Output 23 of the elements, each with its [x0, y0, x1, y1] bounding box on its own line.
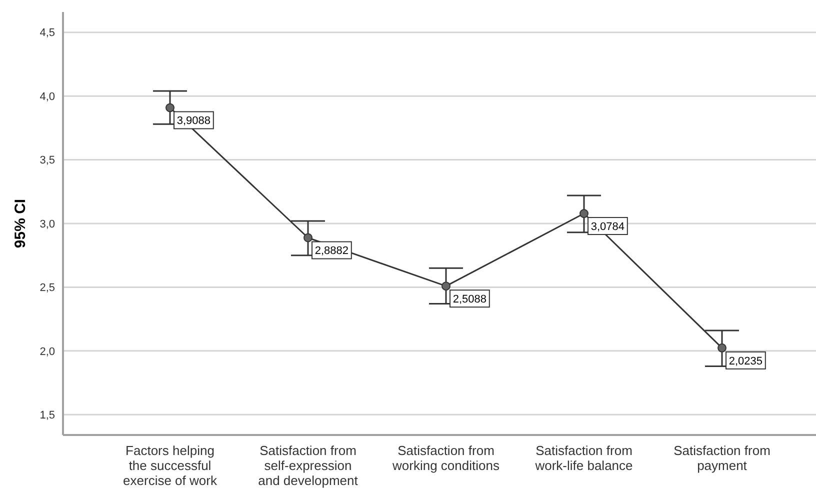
data-label: 2,0235: [728, 355, 763, 368]
x-tick-label: Factors helping the successful exercise of work: [123, 443, 218, 488]
y-tick-label: 3,5: [40, 154, 55, 167]
x-tick-label: Satisfaction from self-expression and development: [258, 443, 358, 488]
y-tick-label: 4,0: [40, 90, 55, 103]
data-label: 3,9088: [176, 115, 211, 128]
y-tick-label: 1,5: [40, 409, 55, 422]
point: [580, 209, 588, 218]
y-tick-label: 2,0: [40, 346, 55, 358]
data-label: 2,8882: [314, 245, 349, 258]
x-tick-label: Satisfaction from payment: [674, 443, 770, 473]
y-tick-label: 4,5: [40, 27, 55, 40]
y-tick-label: 2,5: [40, 282, 55, 294]
point: [442, 282, 450, 291]
point: [166, 103, 174, 112]
data-label: 3,0784: [590, 220, 625, 233]
point: [718, 343, 726, 352]
point: [304, 233, 312, 242]
y-tick-label: 3,0: [40, 218, 55, 230]
x-tick-label: Satisfaction from working conditions: [392, 443, 500, 473]
data-label: 2,5088: [452, 293, 487, 306]
x-tick-label: Satisfaction from work-life balance: [534, 443, 633, 473]
y-axis-title: 95% CI: [12, 198, 29, 248]
